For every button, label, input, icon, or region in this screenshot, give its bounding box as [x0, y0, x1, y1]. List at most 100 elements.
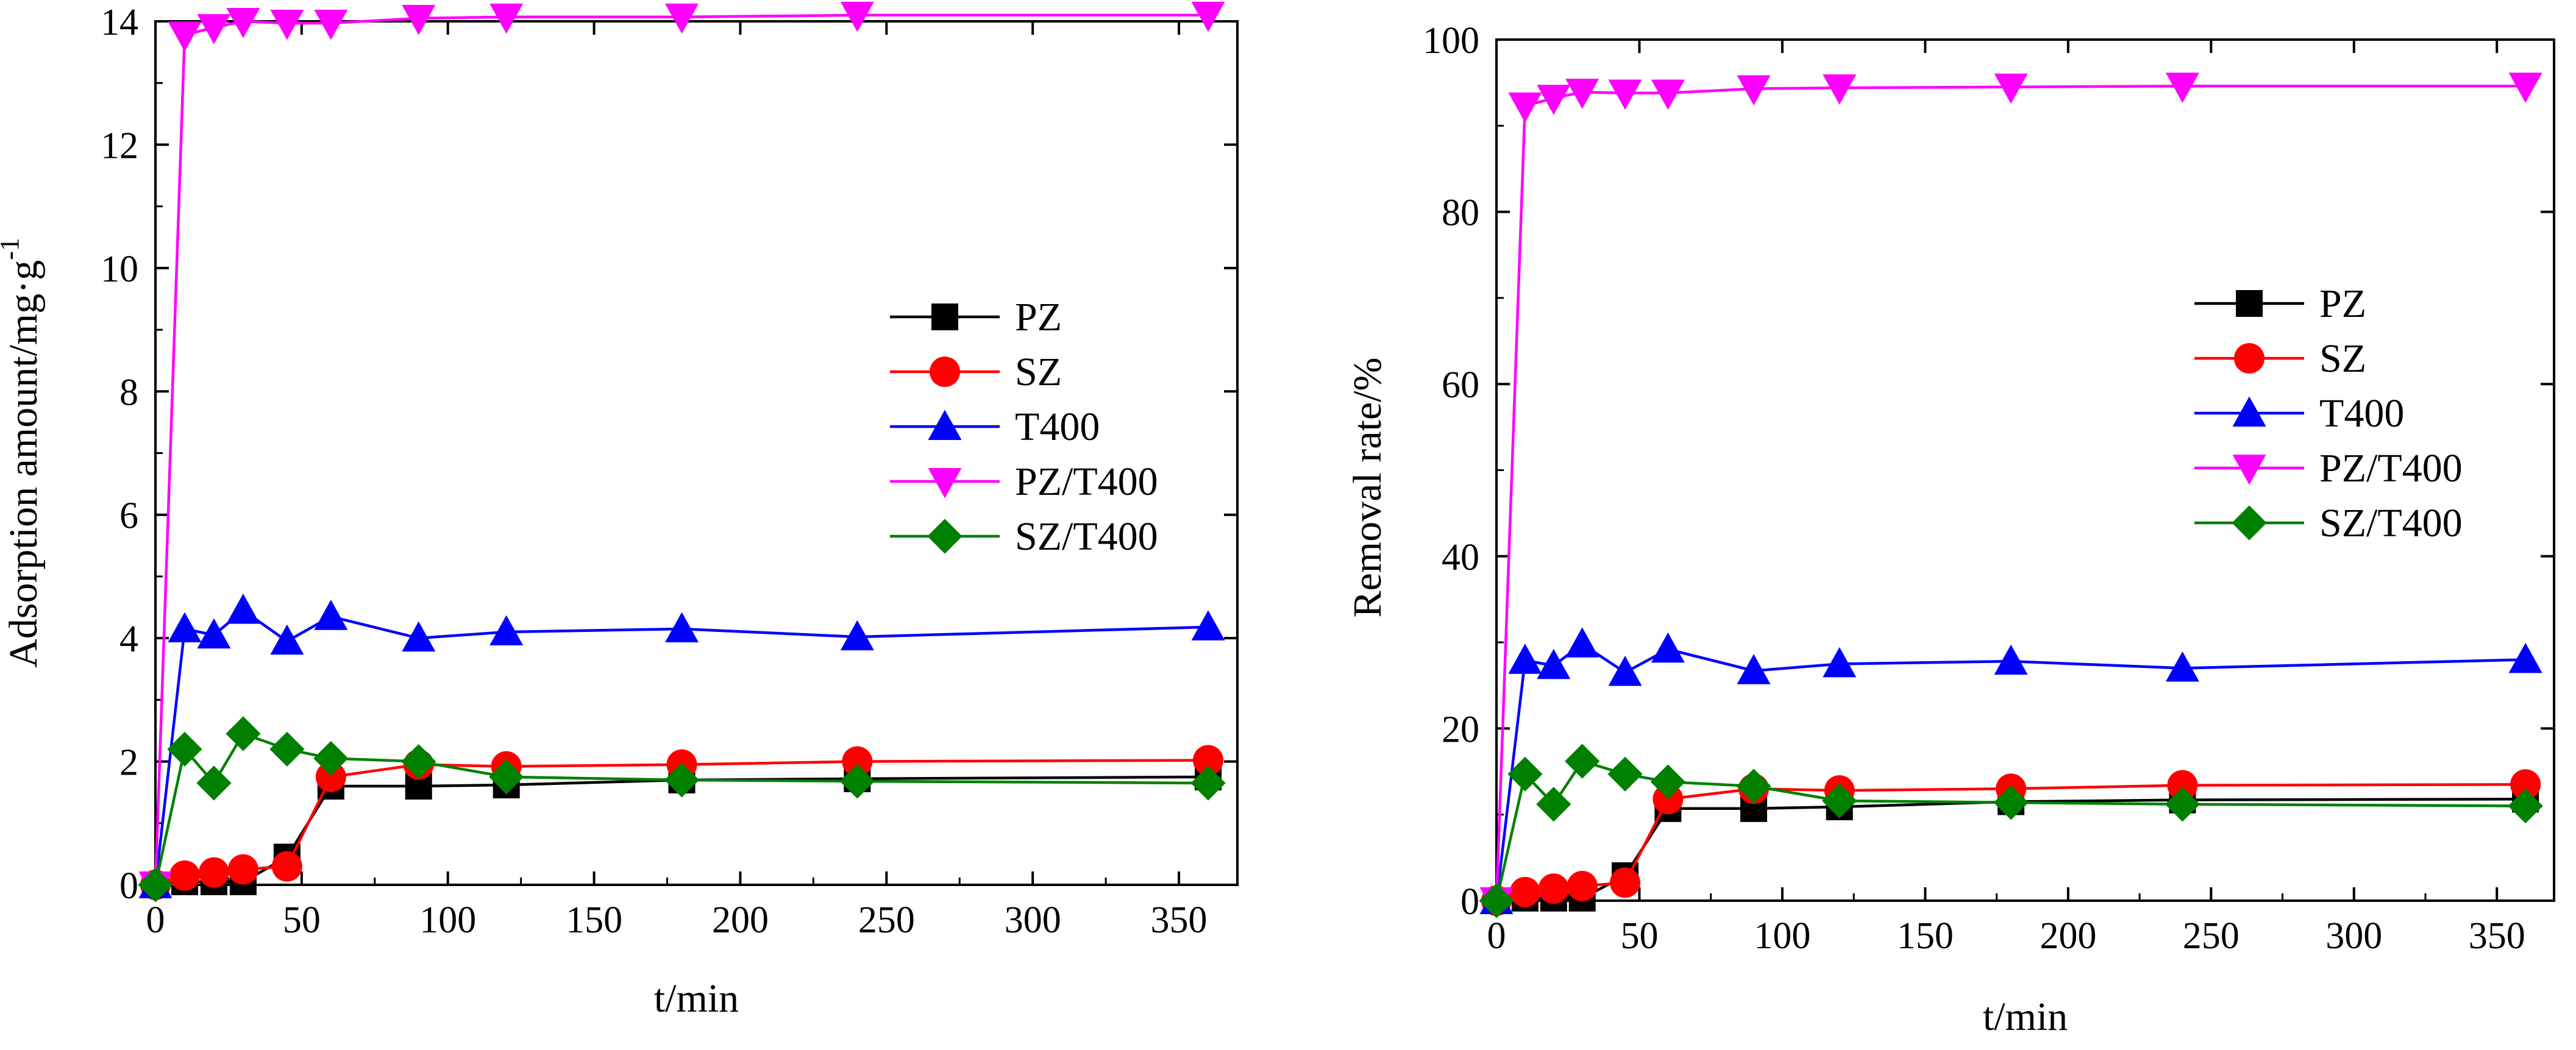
legend-label: T400	[1015, 405, 1100, 449]
data-point-SZ	[271, 851, 302, 882]
data-point-T400	[168, 612, 202, 642]
data-point-T400	[314, 600, 348, 630]
data-point-SZ/T400	[839, 764, 875, 799]
legend-marker	[2232, 505, 2267, 541]
data-point-T400	[1565, 627, 1599, 658]
data-point-SZ/T400	[1479, 883, 1514, 918]
data-point-PZ/T400	[226, 8, 260, 38]
data-point-PZ/T400	[1823, 74, 1857, 105]
legend-marker	[928, 468, 962, 498]
y-tick-label: 20	[1442, 709, 1479, 750]
series-line-T400	[1495, 642, 2526, 901]
x-tick-label: 350	[2469, 915, 2525, 957]
data-point-SZ	[227, 854, 258, 885]
data-point-SZ/T400	[1536, 787, 1571, 822]
data-point-SZ/T400	[138, 867, 173, 903]
x-tick-label: 250	[858, 899, 915, 941]
legend-label: PZ/T400	[2319, 446, 2463, 491]
data-point-SZ/T400	[1993, 785, 2029, 820]
data-point-T400	[270, 624, 304, 655]
x-tick-label: 200	[712, 899, 769, 941]
data-point-PZ/T400	[1737, 75, 1771, 106]
data-point-SZ/T400	[1507, 756, 1543, 792]
legend: PZ SZ T400 PZ/T400 SZ/T400	[890, 295, 1158, 559]
data-point-SZ	[315, 761, 346, 792]
data-point-PZ/T400	[1508, 92, 1542, 123]
data-point-SZ	[2167, 770, 2198, 801]
legend-marker	[931, 303, 958, 330]
y-axis-title: Removal rate/%	[1345, 357, 1390, 617]
x-tick-label: 150	[566, 899, 622, 941]
data-point-SZ	[1610, 867, 1641, 898]
data-point-T400	[2165, 651, 2199, 682]
y-tick-label: 0	[119, 865, 138, 907]
data-point-SZ/T400	[489, 759, 524, 795]
data-point-T400	[1994, 644, 2028, 675]
legend-label: SZ	[2319, 336, 2366, 381]
data-point-SZ/T400	[167, 731, 202, 767]
x-axis-title: t/min	[1983, 995, 2068, 1039]
data-point-PZ/T400	[1565, 79, 1599, 109]
x-tick-label: 300	[1005, 899, 1061, 941]
legend-label: PZ	[1015, 295, 1062, 339]
data-point-T400	[1823, 647, 1857, 678]
data-point-PZ/T400	[197, 14, 231, 44]
x-tick-label: 0	[1487, 915, 1506, 957]
data-point-SZ/T400	[1607, 756, 1643, 792]
data-point-SZ/T400	[401, 743, 436, 779]
x-tick-label: 100	[419, 899, 476, 941]
legend-label: PZ	[2319, 282, 2366, 326]
x-axis-title: t/min	[654, 976, 739, 1021]
data-point-SZ	[169, 860, 200, 891]
data-point-T400	[1608, 656, 1642, 686]
chart-panel-2: 0 50 100 150 200 250 300 350 0 20 40 60 80 100 t/min Re…	[1345, 20, 2555, 1039]
data-point-SZ/T400	[196, 765, 232, 801]
x-tick-label: 300	[2325, 915, 2382, 957]
legend-label: T400	[2319, 391, 2404, 436]
y-tick-label: 8	[119, 372, 138, 413]
data-point-SZ/T400	[313, 740, 349, 776]
data-point-T400	[197, 618, 231, 649]
data-point-T400	[402, 621, 436, 652]
data-point-PZ/T400	[840, 1, 874, 32]
y-tick-label: 60	[1442, 364, 1479, 406]
data-point-SZ	[2510, 769, 2541, 800]
y-axis-title-superscript: -1	[0, 238, 24, 260]
x-tick-label: 200	[2040, 915, 2096, 957]
legend-marker	[927, 519, 962, 554]
data-point-T400	[489, 615, 524, 646]
y-tick-label: 10	[101, 249, 138, 290]
data-point-PZ/T400	[2508, 73, 2542, 103]
data-point-SZ/T400	[1736, 768, 1771, 804]
y-tick-label: 14	[101, 2, 138, 43]
data-point-SZ/T400	[664, 762, 700, 798]
data-point-SZ	[1567, 870, 1598, 901]
data-point-T400	[1508, 644, 1542, 674]
data-point-T400	[1651, 632, 1685, 663]
legend-marker	[2232, 396, 2266, 427]
data-point-SZ	[1538, 873, 1569, 904]
data-point-T400	[665, 612, 699, 642]
x-tick-label: 0	[146, 899, 165, 941]
data-point-PZ/T400	[168, 21, 202, 52]
x-tick-label: 250	[2183, 915, 2240, 957]
x-tick-label: 50	[283, 899, 321, 941]
x-tick-label: 350	[1151, 899, 1208, 941]
data-point-PZ/T400	[270, 10, 304, 40]
data-point-SZ/T400	[1190, 765, 1226, 801]
series-line-T400	[154, 608, 1209, 885]
data-point-PZ/T400	[1651, 79, 1685, 110]
legend-marker	[928, 410, 962, 440]
y-tick-label: 12	[101, 125, 138, 166]
legend-marker	[2236, 290, 2263, 317]
data-point-T400	[1191, 610, 1225, 640]
data-point-SZ/T400	[269, 731, 305, 767]
legend-label: SZ	[1015, 350, 1062, 394]
data-point-PZ/T400	[665, 3, 699, 34]
data-point-PZ/T400	[1191, 1, 1225, 32]
y-tick-label: 100	[1423, 20, 1479, 62]
data-point-PZ/T400	[1994, 73, 2028, 104]
y-tick-label: 80	[1442, 193, 1479, 234]
x-tick-label: 50	[1620, 915, 1658, 957]
